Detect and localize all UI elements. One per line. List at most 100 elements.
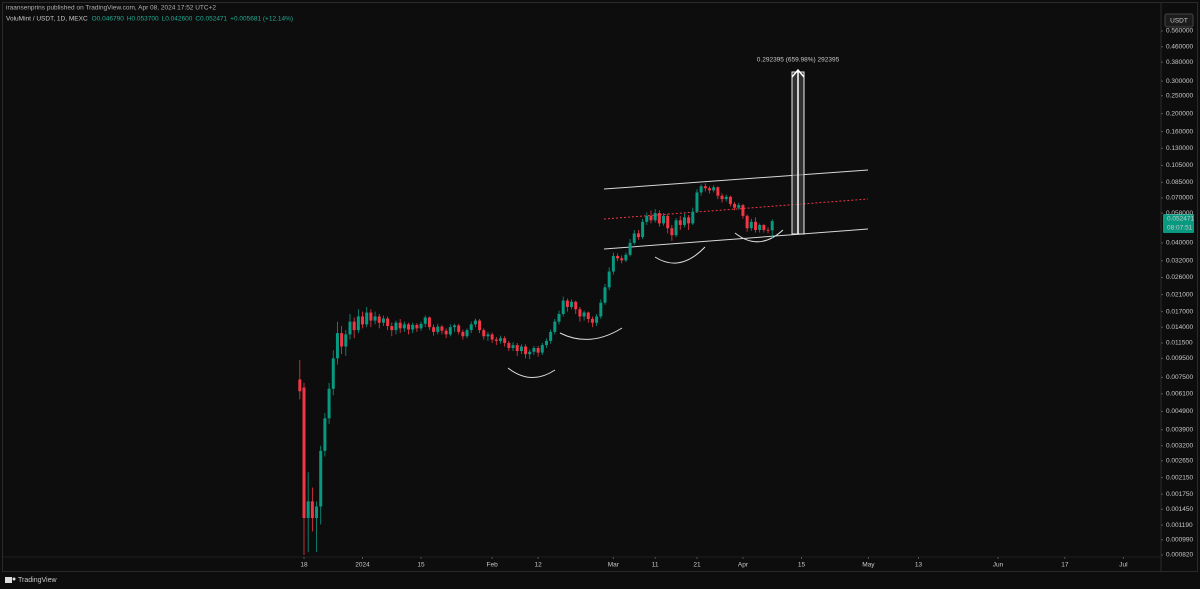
y-tick-label: 0.002650 [1166,458,1193,465]
candle-body [486,334,490,337]
candle-body [745,215,749,229]
y-tick-label: 0.001450 [1166,506,1193,513]
y-tick-label: 0.250000 [1166,92,1193,99]
candle-body [590,319,594,323]
brand-logo [5,577,16,583]
x-tick-label: 17 [1061,562,1069,569]
candle-body [708,188,712,191]
candle-body [440,326,444,331]
y-tick-label: 0.026000 [1166,274,1193,281]
candle-body [511,345,515,349]
candle-body [733,203,737,208]
candle-body [611,255,615,272]
candle-body [515,345,519,352]
candle-body [473,320,477,325]
candle-body [691,211,695,224]
candle-body [653,213,657,221]
y-tick-label: 0.000990 [1166,537,1193,544]
y-tick-label: 0.130000 [1166,145,1193,152]
candle-body [494,339,498,341]
candle-body [565,300,569,308]
candle-body [544,340,548,346]
y-tick-label: 0.021000 [1166,291,1193,298]
channel-lower [603,228,869,250]
candles [298,183,774,556]
candle-body [741,205,745,216]
candle-body [356,316,360,331]
candle-body [586,312,590,320]
y-tick-label: 0.560000 [1166,28,1193,35]
candle-body [302,387,306,519]
candle-body [411,324,415,330]
candle-body [678,220,682,225]
candle-body [603,287,607,303]
candle-body [498,338,502,341]
candle-body [524,346,528,355]
y-tick-label: 0.004900 [1166,408,1193,415]
candle-body [737,205,741,208]
x-tick-label: Feb [487,562,499,569]
y-tick-label: 0.040000 [1166,240,1193,247]
channel-middle [603,198,869,220]
x-tick-label: 21 [693,562,701,569]
candle-body [770,221,774,231]
candle-body [649,215,653,221]
candle-body [762,224,766,230]
candle-body [758,224,762,230]
candle-body [390,326,394,331]
candle-body [645,215,649,222]
candle-body [444,330,448,335]
y-tick-label: 0.011500 [1166,340,1193,347]
measure-label: 0.292395 (659.98%) 292395 [757,57,840,64]
candle-body [323,418,327,451]
currency-button[interactable] [1164,13,1194,28]
candle-body [331,358,335,389]
countdown: 08:07:51 [1167,225,1193,232]
ohlc-value: C0.052471 [195,16,227,23]
ohlc-value: H0.053700 [127,16,159,23]
candle-body [452,325,456,328]
candle-body [386,318,390,327]
channel-upper [603,169,869,190]
candle-body [407,324,411,330]
candle-body [519,346,523,352]
candle-body [335,333,339,359]
candle-body [369,312,373,321]
ohlc-value: O0.046790 [92,16,125,23]
arc [559,327,623,340]
x-tick-label: 15 [798,562,806,569]
candle-body [540,345,544,353]
x-tick-label: Jun [993,562,1004,569]
x-tick-label: 18 [300,562,308,569]
candle-body [398,322,402,329]
candle-body [724,196,728,200]
candle-body [699,186,703,193]
x-tick-label: 11 [652,562,659,569]
candle-body [423,317,427,324]
y-tick-label: 0.017000 [1166,308,1193,315]
candle-body [448,327,452,335]
x-tick-label: Jul [1119,562,1128,569]
candle-body [315,506,319,519]
y-tick-label: 0.160000 [1166,128,1193,135]
candle-body [720,195,724,200]
y-tick-label: 0.009500 [1166,355,1193,362]
candle-body [427,317,431,328]
candle-body [394,322,398,331]
candle-body [624,254,628,261]
candle-body [319,450,323,507]
candle-body [695,192,699,212]
y-tick-label: 0.003200 [1166,442,1193,449]
candle-body [636,233,640,238]
candle-body [482,330,486,337]
candle-body [607,271,611,288]
y-tick-label: 0.460000 [1166,44,1193,51]
candle-body [582,312,586,317]
candle-body [570,301,574,308]
candle-body [415,324,419,329]
candle-body [595,316,599,323]
candle-body [657,213,661,224]
candle-body [753,221,757,230]
candle-body [298,379,302,392]
